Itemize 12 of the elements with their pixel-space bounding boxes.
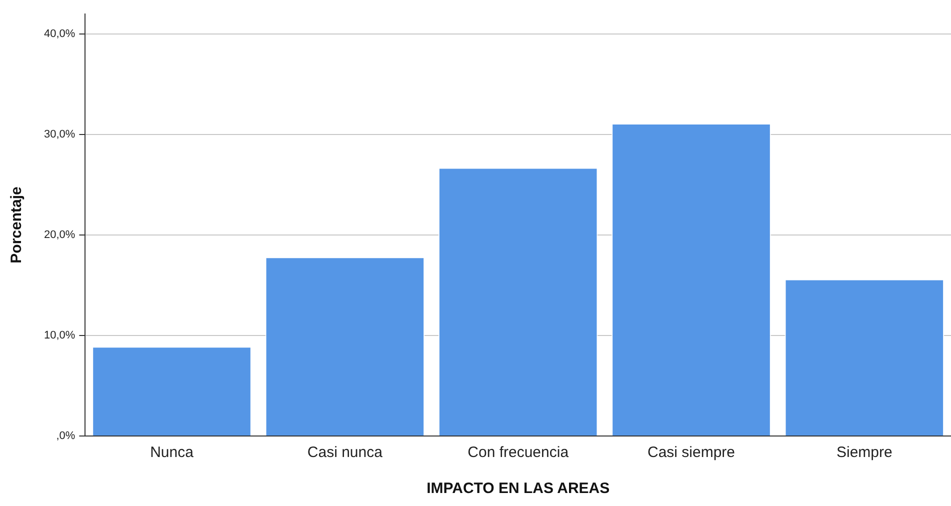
x-tick-label: Siempre	[836, 444, 892, 462]
y-axis-title: Porcentaje	[8, 186, 26, 264]
y-tick-label: ,0%	[56, 430, 76, 442]
x-tick-label: Casi siempre	[647, 444, 736, 462]
x-axis-title: IMPACTO EN LAS AREAS	[426, 480, 610, 498]
y-tick-label: 30,0%	[44, 128, 76, 141]
y-tick-label: 10,0%	[44, 330, 76, 342]
y-tick-label: 40,0%	[44, 28, 76, 40]
y-tick-label: 20,0%	[44, 229, 76, 242]
x-tick-label: Casi nunca	[307, 444, 384, 462]
x-tick-label: Con frecuencia	[468, 444, 570, 462]
x-tick-label: Nunca	[150, 444, 194, 462]
